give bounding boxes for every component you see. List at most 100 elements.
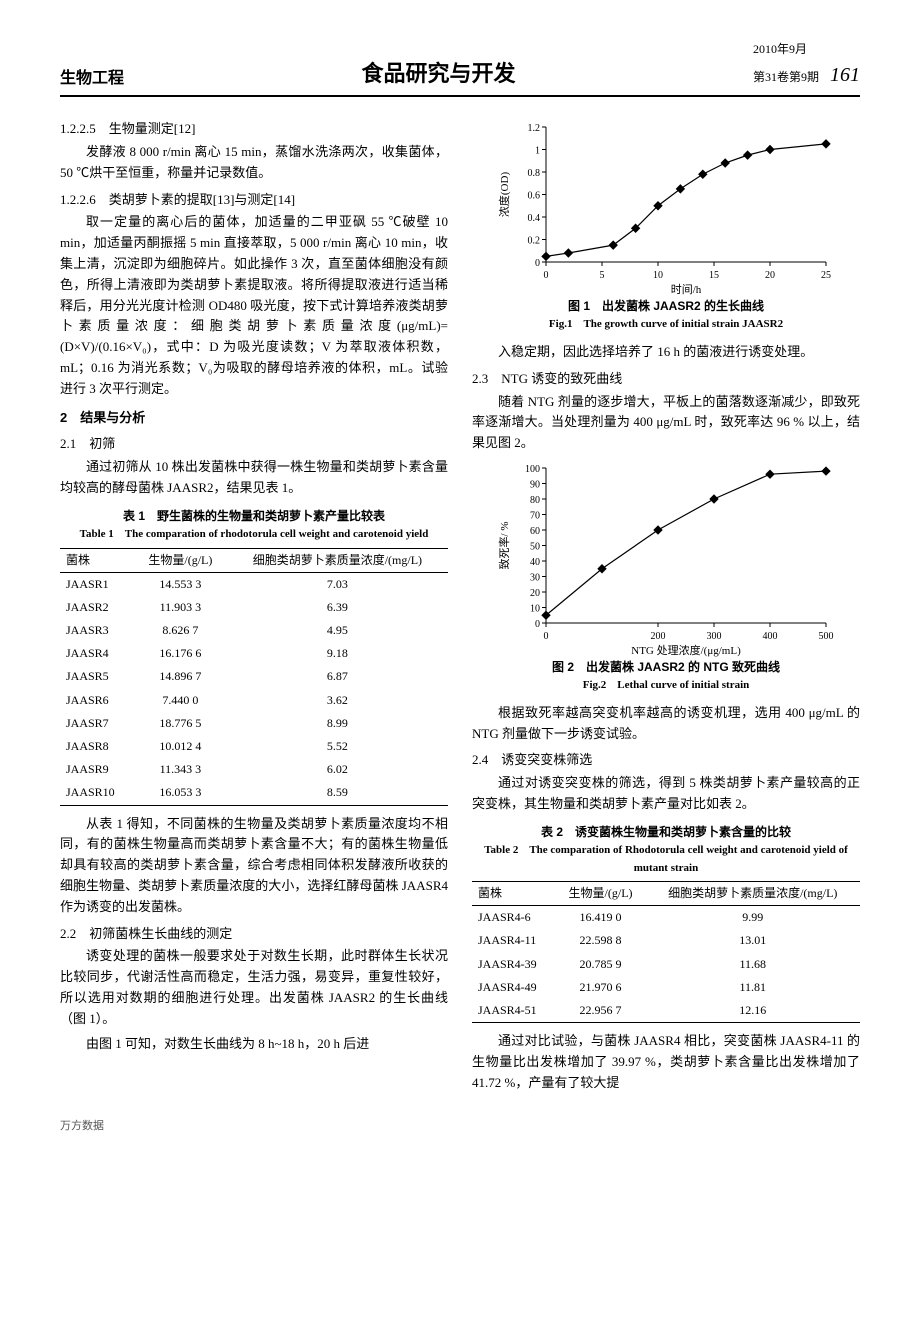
table-row: JAASR4-3920.785 911.68 bbox=[472, 953, 860, 976]
svg-text:时间/h: 时间/h bbox=[671, 283, 702, 296]
table-cell: 11.68 bbox=[646, 953, 861, 976]
sec-1225-title: 1.2.2.5 生物量测定[12] bbox=[60, 119, 448, 140]
table-cell: 10.012 4 bbox=[134, 735, 227, 758]
table-cell: JAASR3 bbox=[60, 619, 134, 642]
table-row: JAASR4-4921.970 611.81 bbox=[472, 976, 860, 999]
table-row: JAASR911.343 36.02 bbox=[60, 758, 448, 781]
svg-text:10: 10 bbox=[530, 603, 540, 614]
table-row: JAASR810.012 45.52 bbox=[60, 735, 448, 758]
sec-24-title: 2.4 诱变突变株筛选 bbox=[472, 750, 860, 771]
table-cell: JAASR2 bbox=[60, 596, 134, 619]
table-cell: 7.03 bbox=[227, 572, 448, 596]
svg-text:90: 90 bbox=[530, 479, 540, 490]
svg-text:0: 0 bbox=[535, 619, 540, 630]
header-journal: 食品研究与开发 bbox=[361, 56, 515, 91]
table-row: JAASR67.440 03.62 bbox=[60, 689, 448, 712]
sec-1225-p1: 发酵液 8 000 r/min 离心 15 min，蒸馏水洗涤两次，收集菌体，5… bbox=[60, 142, 448, 184]
table-cell: 8.99 bbox=[227, 712, 448, 735]
svg-text:1: 1 bbox=[535, 146, 540, 157]
table1-h1: 生物量/(g/L) bbox=[134, 548, 227, 572]
fig1-caption-cn: 图 1 出发菌株 JAASR2 的生长曲线 bbox=[472, 297, 860, 316]
table-cell: JAASR7 bbox=[60, 712, 134, 735]
table-cell: JAASR8 bbox=[60, 735, 134, 758]
table-cell: 14.896 7 bbox=[134, 665, 227, 688]
table2-h2: 细胞类胡萝卜素质量浓度/(mg/L) bbox=[646, 882, 861, 906]
svg-text:致死率/ %: 致死率/ % bbox=[497, 521, 511, 569]
svg-text:200: 200 bbox=[651, 631, 666, 642]
table-cell: 14.553 3 bbox=[134, 572, 227, 596]
table2-h1: 生物量/(g/L) bbox=[556, 882, 646, 906]
sec-23-p1: 随着 NTG 剂量的逐步增大，平板上的菌落数逐渐减少，即致死率逐渐增大。当处理剂… bbox=[472, 392, 860, 454]
table-cell: 8.626 7 bbox=[134, 619, 227, 642]
header-issue: 第31卷第9期 bbox=[753, 70, 819, 84]
table-row: JAASR4-1122.598 813.01 bbox=[472, 929, 860, 952]
sec-2-title: 2 结果与分析 bbox=[60, 408, 448, 429]
table-cell: 7.440 0 bbox=[134, 689, 227, 712]
svg-text:40: 40 bbox=[530, 557, 540, 568]
page-number: 161 bbox=[830, 64, 860, 86]
table2-caption-cn: 表 2 诱变菌株生物量和类胡萝卜素含量的比较 bbox=[472, 823, 860, 842]
table-row: JAASR514.896 76.87 bbox=[60, 665, 448, 688]
table2: 菌株 生物量/(g/L) 细胞类胡萝卜素质量浓度/(mg/L) JAASR4-6… bbox=[472, 881, 860, 1023]
svg-text:0: 0 bbox=[544, 631, 549, 642]
table-cell: JAASR1 bbox=[60, 572, 134, 596]
table-cell: 11.903 3 bbox=[134, 596, 227, 619]
svg-text:300: 300 bbox=[707, 631, 722, 642]
sec-1226-title: 1.2.2.6 类胡萝卜素的提取[13]与测定[14] bbox=[60, 190, 448, 211]
table-cell: 21.970 6 bbox=[556, 976, 646, 999]
svg-text:70: 70 bbox=[530, 510, 540, 521]
table-cell: 8.59 bbox=[227, 781, 448, 805]
fig1-caption-en: Fig.1 The growth curve of initial strain… bbox=[472, 316, 860, 334]
sec-1226-p1: 取一定量的离心后的菌体，加适量的二甲亚砜 55 ℃破壁 10 min，加适量丙酮… bbox=[60, 212, 448, 399]
table-cell: JAASR10 bbox=[60, 781, 134, 805]
page-header: 生物工程 食品研究与开发 2010年9月 第31卷第9期 161 bbox=[60, 40, 860, 97]
svg-text:0.8: 0.8 bbox=[528, 168, 541, 179]
table2-caption-en: Table 2 The comparation of Rhodotorula c… bbox=[472, 842, 860, 877]
table-row: JAASR416.176 69.18 bbox=[60, 642, 448, 665]
svg-text:80: 80 bbox=[530, 495, 540, 506]
table-cell: JAASR4 bbox=[60, 642, 134, 665]
cont-p1: 入稳定期，因此选择培养了 16 h 的菌液进行诱变处理。 bbox=[472, 342, 860, 363]
table-cell: 13.01 bbox=[646, 929, 861, 952]
left-column: 1.2.2.5 生物量测定[12] 发酵液 8 000 r/min 离心 15 … bbox=[60, 113, 448, 1097]
table-cell: JAASR9 bbox=[60, 758, 134, 781]
table-cell: 22.956 7 bbox=[556, 999, 646, 1023]
table-cell: 16.053 3 bbox=[134, 781, 227, 805]
table-cell: JAASR6 bbox=[60, 689, 134, 712]
svg-text:浓度(OD): 浓度(OD) bbox=[497, 172, 511, 218]
header-date: 2010年9月 bbox=[753, 40, 860, 59]
sec-22-p2: 由图 1 可知，对数生长曲线为 8 h~18 h，20 h 后进 bbox=[60, 1034, 448, 1055]
fig1-svg: 00.20.40.60.811.20510152025时间/h浓度(OD) bbox=[496, 117, 836, 297]
table-cell: JAASR5 bbox=[60, 665, 134, 688]
svg-text:10: 10 bbox=[653, 270, 663, 281]
table-cell: 9.99 bbox=[646, 906, 861, 930]
table-cell: JAASR4-51 bbox=[472, 999, 556, 1023]
table1-caption-cn: 表 1 野生菌株的生物量和类胡萝卜素产量比较表 bbox=[60, 507, 448, 526]
table-cell: 5.52 bbox=[227, 735, 448, 758]
sec-21-p2: 从表 1 得知，不同菌株的生物量及类胡萝卜素质量浓度均不相同，有的菌株生物量高而… bbox=[60, 814, 448, 918]
svg-text:15: 15 bbox=[709, 270, 719, 281]
table-cell: 16.419 0 bbox=[556, 906, 646, 930]
svg-text:25: 25 bbox=[821, 270, 831, 281]
fig2-caption-cn: 图 2 出发菌株 JAASR2 的 NTG 致死曲线 bbox=[472, 658, 860, 677]
svg-text:0: 0 bbox=[544, 270, 549, 281]
table1-h0: 菌株 bbox=[60, 548, 134, 572]
table-cell: 9.18 bbox=[227, 642, 448, 665]
table-row: JAASR114.553 37.03 bbox=[60, 572, 448, 596]
svg-text:100: 100 bbox=[525, 464, 540, 475]
table-cell: 6.02 bbox=[227, 758, 448, 781]
sec-24-p2: 通过对比试验，与菌株 JAASR4 相比，突变菌株 JAASR4-11 的生物量… bbox=[472, 1031, 860, 1093]
svg-text:1.2: 1.2 bbox=[528, 123, 541, 134]
fig2-svg: 01020304050607080901000200300400500NTG 处… bbox=[496, 458, 836, 658]
fig1-chart: 00.20.40.60.811.20510152025时间/h浓度(OD) 图 … bbox=[472, 117, 860, 334]
fig2-chart: 01020304050607080901000200300400500NTG 处… bbox=[472, 458, 860, 695]
table-cell: JAASR4-39 bbox=[472, 953, 556, 976]
table-cell: 6.39 bbox=[227, 596, 448, 619]
svg-text:60: 60 bbox=[530, 526, 540, 537]
sec-21-title: 2.1 初筛 bbox=[60, 434, 448, 455]
svg-text:0.6: 0.6 bbox=[528, 191, 541, 202]
sec-22-title: 2.2 初筛菌株生长曲线的测定 bbox=[60, 924, 448, 945]
table-row: JAASR4-5122.956 712.16 bbox=[472, 999, 860, 1023]
svg-text:0.2: 0.2 bbox=[528, 236, 541, 247]
table-row: JAASR718.776 58.99 bbox=[60, 712, 448, 735]
